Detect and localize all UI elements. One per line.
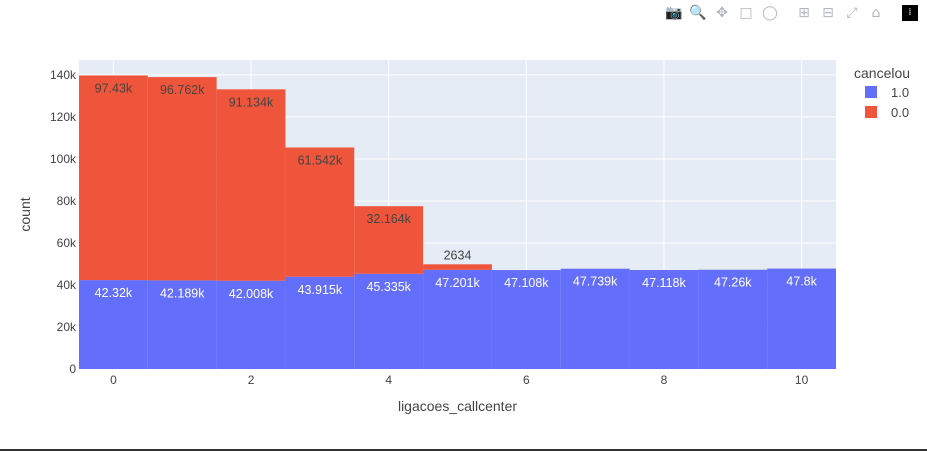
- y-tick-label: 140k: [50, 68, 77, 82]
- bar-0.0-0: [79, 75, 148, 281]
- bar-0.0-3: [285, 147, 355, 277]
- legend-item-label[interactable]: 0.0: [891, 105, 909, 120]
- box-select-icon[interactable]: □: [739, 5, 753, 21]
- data-label: 47.739k: [573, 275, 618, 289]
- data-label: 47.8k: [786, 275, 817, 289]
- data-label: 42.32k: [95, 286, 133, 300]
- y-tick-label: 60k: [57, 236, 77, 250]
- y-tick-label: 0: [69, 362, 76, 376]
- y-tick-label: 20k: [57, 320, 77, 334]
- y-tick-label: 100k: [50, 152, 77, 166]
- camera-icon[interactable]: 📷: [665, 5, 683, 21]
- x-tick-label: 4: [385, 373, 392, 387]
- legend-swatch-0.0[interactable]: [865, 106, 877, 118]
- autoscale-icon[interactable]: ⤢: [846, 5, 858, 21]
- bar-0.0-1: [147, 77, 217, 281]
- zoom-in-icon[interactable]: ⊞: [798, 5, 810, 21]
- modebar: 📷 🔍 ✥ □ ◯ ⊞ ⊟ ⤢ ⌂ ⁞: [664, 4, 918, 22]
- plotly-logo-icon[interactable]: ⁞: [902, 5, 918, 21]
- bar-1.0-6: [491, 270, 561, 369]
- data-label: 47.201k: [435, 276, 480, 290]
- bar-1.0-1: [147, 280, 217, 369]
- data-label: 2634: [444, 248, 472, 262]
- x-tick-label: 10: [795, 373, 809, 387]
- y-tick-label: 80k: [57, 194, 77, 208]
- y-tick-label: 40k: [57, 278, 77, 292]
- data-label: 47.108k: [504, 276, 549, 290]
- data-label: 43.915k: [298, 283, 343, 297]
- bar-0.0-5: [423, 264, 492, 270]
- data-label: 45.335k: [366, 280, 411, 294]
- x-tick-label: 0: [110, 373, 117, 387]
- x-tick-label: 2: [248, 373, 255, 387]
- bar-1.0-5: [423, 269, 492, 369]
- reset-axes-icon[interactable]: ⌂: [871, 5, 881, 21]
- bar-1.0-4: [354, 273, 424, 369]
- bar-1.0-9: [698, 269, 768, 369]
- bar-1.0-2: [216, 280, 286, 369]
- lasso-icon[interactable]: ◯: [762, 5, 778, 21]
- data-label: 96.762k: [160, 83, 205, 97]
- pan-icon[interactable]: ✥: [716, 5, 728, 21]
- data-label: 32.164k: [366, 212, 411, 226]
- bar-0.0-2: [216, 89, 286, 281]
- data-label: 61.542k: [298, 153, 343, 167]
- y-tick-label: 120k: [50, 110, 77, 124]
- data-label: 97.43k: [95, 81, 133, 95]
- bar-1.0-0: [79, 280, 148, 369]
- bar-1.0-8: [629, 270, 699, 369]
- zoom-icon[interactable]: 🔍: [689, 5, 707, 21]
- data-label: 91.134k: [229, 95, 274, 109]
- data-label: 42.189k: [160, 286, 205, 300]
- bar-1.0-3: [285, 276, 355, 369]
- zoom-out-icon[interactable]: ⊟: [822, 5, 834, 21]
- y-axis-title: count: [17, 197, 33, 231]
- bar-1.0-10: [767, 268, 836, 369]
- bar-0.0-4: [354, 206, 424, 274]
- data-label: 47.118k: [642, 276, 686, 290]
- data-label: 47.26k: [714, 276, 752, 290]
- legend-item-label[interactable]: 1.0: [891, 85, 909, 100]
- legend-title: cancelou: [854, 65, 910, 81]
- legend-swatch-1.0[interactable]: [865, 86, 877, 98]
- x-tick-label: 6: [523, 373, 530, 387]
- bar-1.0-7: [560, 268, 630, 369]
- divider: [0, 449, 927, 451]
- x-axis-title: ligacoes_callcenter: [398, 398, 517, 414]
- x-tick-label: 8: [661, 373, 668, 387]
- data-label: 42.008k: [229, 287, 274, 301]
